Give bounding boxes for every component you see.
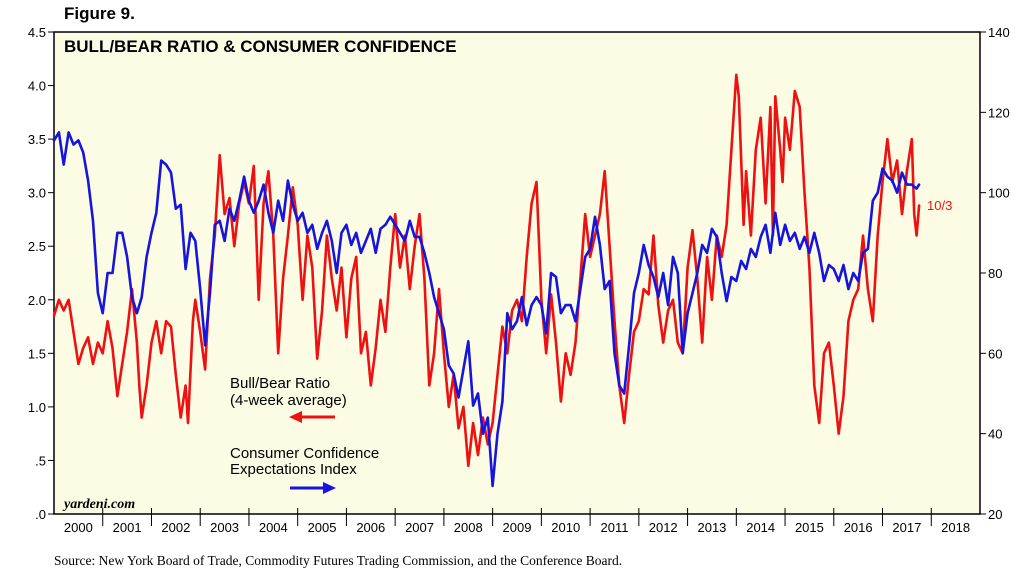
left-tick-label: .0 [35, 507, 46, 522]
right-tick-label: 60 [988, 346, 1002, 361]
x-tick-label: 2008 [454, 520, 483, 535]
x-tick-label: 2006 [356, 520, 385, 535]
right-tick-label: 100 [988, 186, 1010, 201]
bull-bear-legend-arrow [289, 411, 335, 423]
watermark: yardeni.com [62, 497, 135, 512]
x-tick-label: 2016 [844, 520, 873, 535]
left-tick-label: 4.5 [28, 25, 46, 40]
left-tick-label: .5 [35, 453, 46, 468]
right-tick-label: 40 [988, 427, 1002, 442]
x-tick-label: 2003 [210, 520, 239, 535]
left-tick-label: 3.0 [28, 186, 46, 201]
x-tick-label: 2011 [600, 520, 628, 535]
left-tick-label: 2.0 [28, 293, 46, 308]
x-tick-label: 2000 [64, 520, 93, 535]
x-tick-label: 2012 [649, 520, 678, 535]
source-note: Source: New York Board of Trade, Commodi… [54, 553, 623, 568]
x-tick-label: 2013 [697, 520, 726, 535]
x-tick-label: 2005 [308, 520, 337, 535]
x-tick-label: 2007 [405, 520, 434, 535]
bull-bear-legend-line1: Bull/Bear Ratio [230, 375, 330, 392]
x-tick-label: 2004 [259, 520, 288, 535]
left-tick-label: 3.5 [28, 132, 46, 147]
left-tick-label: 1.5 [28, 346, 46, 361]
x-tick-label: 2002 [161, 520, 190, 535]
left-axis: .0 .5 1.0 1.5 2.0 2.5 3.0 3.5 4.0 4.5 [28, 25, 54, 522]
x-tick-label: 2001 [113, 520, 142, 535]
consumer-confidence-line [52, 131, 921, 488]
confidence-legend-arrow [290, 482, 336, 494]
series-layer [52, 73, 921, 488]
x-axis: 2000 2001 2002 2003 2004 2005 2006 2007 2008 2009… [64, 508, 970, 535]
figure-label: Figure 9. [64, 4, 135, 23]
bull-bear-ratio-line [52, 73, 921, 468]
right-tick-label: 80 [988, 266, 1002, 281]
left-tick-label: 2.5 [28, 239, 46, 254]
confidence-legend-line2: Expectations Index [230, 461, 357, 478]
right-tick-label: 120 [988, 105, 1010, 120]
right-axis: 20 40 60 80 100 120 140 [980, 25, 1010, 522]
x-tick-label: 2009 [503, 520, 532, 535]
x-tick-label: 2017 [892, 520, 921, 535]
x-tick-label: 2010 [551, 520, 580, 535]
left-tick-label: 1.0 [28, 400, 46, 415]
x-tick-label: 2018 [941, 520, 970, 535]
x-tick-label: 2015 [795, 520, 824, 535]
confidence-legend-line1: Consumer Confidence [230, 445, 379, 462]
right-tick-label: 20 [988, 507, 1002, 522]
bull-bear-legend-line2: (4-week average) [230, 392, 347, 409]
chart-title: BULL/BEAR RATIO & CONSUMER CONFIDENCE [64, 37, 457, 56]
right-tick-label: 140 [988, 25, 1010, 40]
left-tick-label: 4.0 [28, 79, 46, 94]
end-date-label: 10/3 [927, 198, 952, 213]
x-tick-label: 2014 [746, 520, 775, 535]
